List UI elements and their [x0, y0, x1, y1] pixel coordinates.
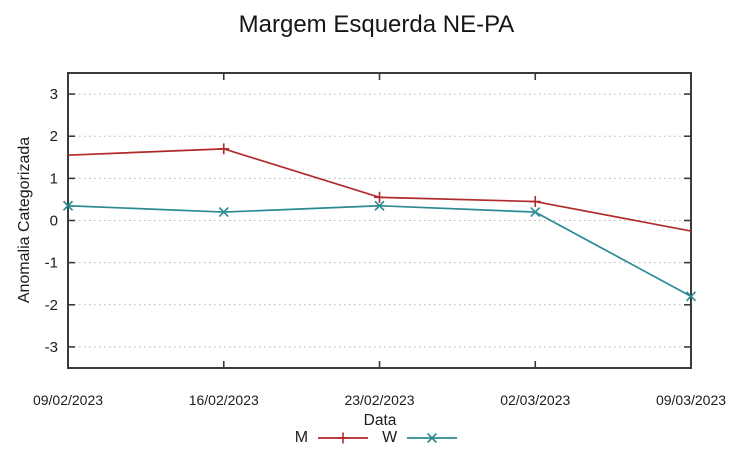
x-tick-label: 09/03/2023: [656, 392, 726, 408]
y-tick-label: 0: [50, 213, 58, 230]
y-tick-label: 3: [50, 86, 58, 103]
y-tick-label: 2: [50, 128, 58, 145]
series-line-M: [67, 148, 692, 232]
legend-plus-line-icon: [318, 432, 369, 444]
y-tick-label: 1: [50, 170, 58, 187]
marker-cross-W: [62, 200, 74, 211]
legend-label: M: [294, 429, 309, 446]
y-tick-label: -2: [45, 297, 58, 314]
legend-item-W: W: [382, 429, 458, 447]
x-tick-label: 16/02/2023: [189, 392, 259, 408]
y-tick-label: -3: [45, 339, 58, 356]
x-tick-label: 02/03/2023: [500, 392, 570, 408]
y-tick-label: -1: [45, 255, 58, 272]
legend-cross-line-icon: [407, 432, 458, 444]
legend-item-M: M: [295, 429, 369, 447]
chart-title: Margem Esquerda NE-PA: [238, 11, 515, 38]
series-line-W: [67, 204, 692, 298]
marker-cross-W: [685, 291, 697, 302]
x-tick-label: 23/02/2023: [344, 392, 414, 408]
legend-marker-plus-icon: [337, 432, 349, 444]
marker-cross-W: [374, 200, 385, 211]
legend-label: W: [382, 429, 398, 446]
legend-marker-cross-icon: [427, 432, 438, 444]
x-tick-label: 09/02/2023: [33, 392, 103, 408]
marker-cross-W: [218, 207, 229, 218]
marker-cross-W: [530, 207, 541, 218]
legend-marker-stroke: [427, 432, 438, 444]
x-axis-label: Data: [363, 412, 397, 429]
